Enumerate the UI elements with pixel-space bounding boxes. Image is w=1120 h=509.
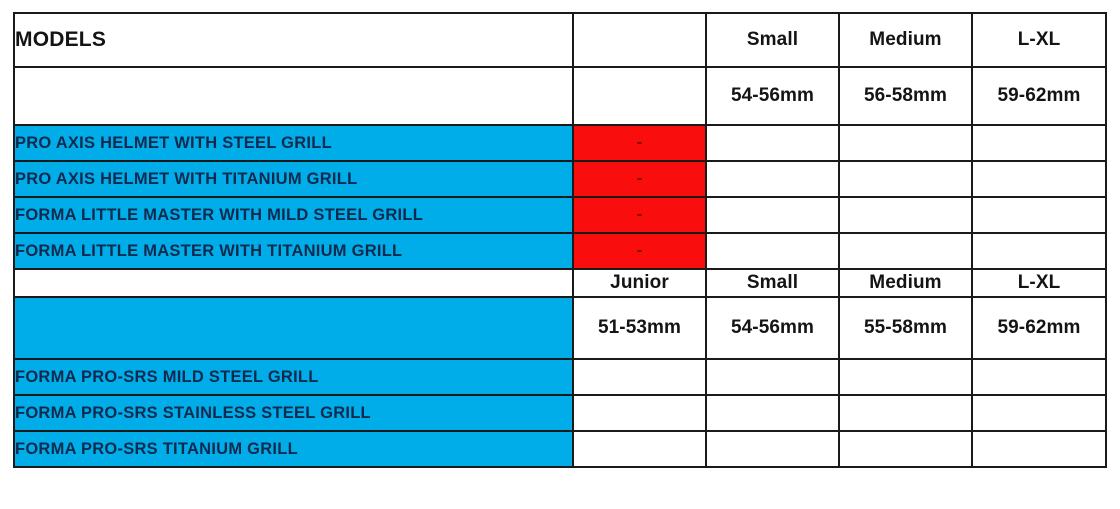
measurement-block2-small: 54-56mm (705, 296, 840, 360)
product-name-cell: PRO AXIS HELMET WITH TITANIUM GRILL (13, 160, 574, 198)
header-block1-medium: Medium (838, 12, 973, 68)
product-name-cell: FORMA LITTLE MASTER WITH TITANIUM GRILL (13, 232, 574, 270)
availability-cell-small (705, 394, 840, 432)
availability-cell-junior (572, 358, 707, 396)
availability-cell-junior (572, 394, 707, 432)
table-row: PRO AXIS HELMET WITH TITANIUM GRILL - (13, 160, 1107, 198)
product-name-cell: FORMA PRO-SRS STAINLESS STEEL GRILL (13, 394, 574, 432)
availability-cell-unavailable: - (572, 196, 707, 234)
measurement-block2-medium: 55-58mm (838, 296, 973, 360)
header-models-label: MODELS (13, 12, 574, 68)
header-block2-small: Small (705, 268, 840, 298)
measurement-block1-lxl: 59-62mm (971, 66, 1107, 126)
availability-cell-unavailable: - (572, 124, 707, 162)
availability-cell-lxl (971, 124, 1107, 162)
header-block2-lxl: L-XL (971, 268, 1107, 298)
product-name-cell: FORMA PRO-SRS MILD STEEL GRILL (13, 358, 574, 396)
table-row: FORMA PRO-SRS TITANIUM GRILL (13, 430, 1107, 468)
availability-cell-lxl (971, 196, 1107, 234)
table-measurement-row-2: 51-53mm 54-56mm 55-58mm 59-62mm (13, 296, 1107, 360)
header-block2-junior: Junior (572, 268, 707, 298)
product-name-cell: FORMA LITTLE MASTER WITH MILD STEEL GRIL… (13, 196, 574, 234)
availability-cell-unavailable: - (572, 232, 707, 270)
availability-cell-medium (838, 124, 973, 162)
table-header-row-2: Junior Small Medium L-XL (13, 268, 1107, 298)
availability-cell-lxl (971, 232, 1107, 270)
availability-cell-medium (838, 358, 973, 396)
availability-cell-medium (838, 430, 973, 468)
header-block1-col2 (572, 12, 707, 68)
availability-cell-medium (838, 196, 973, 234)
availability-cell-lxl (971, 358, 1107, 396)
availability-cell-medium (838, 232, 973, 270)
product-name-cell: PRO AXIS HELMET WITH STEEL GRILL (13, 124, 574, 162)
table-row: FORMA PRO-SRS MILD STEEL GRILL (13, 358, 1107, 396)
measurement-block2-junior: 51-53mm (572, 296, 707, 360)
availability-cell-lxl (971, 430, 1107, 468)
availability-cell-small (705, 160, 840, 198)
availability-cell-small (705, 232, 840, 270)
measurement-block1-models (13, 66, 574, 126)
measurement-block2-lxl: 59-62mm (971, 296, 1107, 360)
measurement-block1-medium: 56-58mm (838, 66, 973, 126)
table-header-row-1: MODELS Small Medium L-XL (13, 12, 1107, 68)
availability-cell-medium (838, 394, 973, 432)
availability-cell-small (705, 124, 840, 162)
header-block2-medium: Medium (838, 268, 973, 298)
measurement-block1-col2 (572, 66, 707, 126)
measurement-block1-small: 54-56mm (705, 66, 840, 126)
availability-cell-medium (838, 160, 973, 198)
measurement-block2-models (13, 296, 574, 360)
availability-cell-unavailable: - (572, 160, 707, 198)
table-row: FORMA LITTLE MASTER WITH TITANIUM GRILL … (13, 232, 1107, 270)
product-name-cell: FORMA PRO-SRS TITANIUM GRILL (13, 430, 574, 468)
table-row: FORMA LITTLE MASTER WITH MILD STEEL GRIL… (13, 196, 1107, 234)
header-block1-small: Small (705, 12, 840, 68)
availability-cell-small (705, 196, 840, 234)
availability-cell-small (705, 430, 840, 468)
table-measurement-row-1: 54-56mm 56-58mm 59-62mm (13, 66, 1107, 126)
availability-cell-lxl (971, 394, 1107, 432)
availability-cell-junior (572, 430, 707, 468)
helmet-size-table: MODELS Small Medium L-XL 54-56mm 56-58mm… (13, 12, 1107, 468)
availability-cell-lxl (971, 160, 1107, 198)
availability-cell-small (705, 358, 840, 396)
header-block2-models (13, 268, 574, 298)
table-row: FORMA PRO-SRS STAINLESS STEEL GRILL (13, 394, 1107, 432)
header-block1-lxl: L-XL (971, 12, 1107, 68)
table-row: PRO AXIS HELMET WITH STEEL GRILL - (13, 124, 1107, 162)
